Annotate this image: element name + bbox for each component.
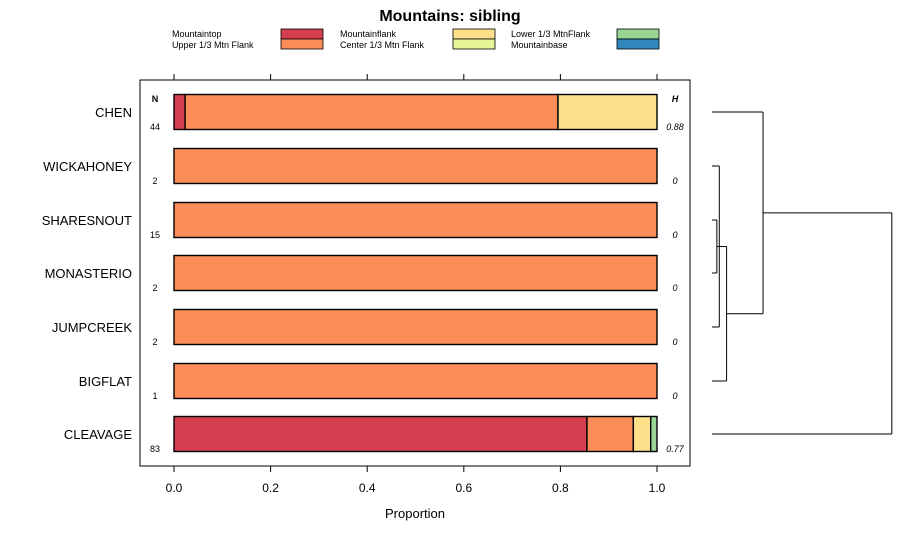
legend-swatch	[452, 38, 496, 50]
h-value: 0	[672, 230, 677, 240]
bars-group	[173, 93, 658, 453]
legend-swatch	[616, 28, 660, 40]
chart-title: Mountains: sibling	[379, 8, 520, 25]
n-value: 2	[152, 176, 157, 186]
x-axis: 0.0 0.2 0.4 0.6 0.8 1.0	[166, 74, 666, 495]
bar-segment	[173, 362, 658, 400]
legend-swatch	[452, 28, 496, 40]
row-label: CHEN	[95, 105, 132, 120]
h-value: 0	[672, 391, 677, 401]
dendrogram	[712, 111, 893, 435]
n-value: 2	[152, 337, 157, 347]
legend-swatch	[616, 38, 660, 50]
x-tick-label: 0.6	[455, 481, 472, 495]
bar-segment	[173, 254, 658, 292]
bar-segment	[557, 93, 658, 131]
x-tick-label: 1.0	[649, 481, 666, 495]
x-tick-label: 0.4	[359, 481, 376, 495]
x-tick-label: 0.0	[166, 481, 183, 495]
bar-segment	[586, 415, 635, 453]
row-labels-group: CHEN 44 0.88 WICKAHONEY 2 0 SHARESNOUT 15 0 MONAS…	[42, 105, 685, 454]
legend-swatch	[280, 28, 324, 40]
bar-segment	[173, 147, 658, 185]
bar-segment	[173, 308, 658, 346]
legend-swatch	[280, 38, 324, 50]
n-column-header: N	[152, 94, 159, 104]
bar-segment	[173, 415, 588, 453]
row-label: JUMPCREEK	[52, 320, 133, 335]
x-axis-label: Proportion	[385, 506, 445, 521]
legend-label: Mountainflank	[340, 29, 397, 39]
n-value: 83	[150, 444, 160, 454]
h-value: 0.77	[666, 444, 685, 454]
row-label: CLEAVAGE	[64, 427, 132, 442]
bar-segment	[173, 201, 658, 239]
legend-label: Mountainbase	[511, 40, 568, 50]
bar-segment	[632, 415, 652, 453]
legend-label: Lower 1/3 MtnFlank	[511, 29, 591, 39]
bar-segment	[173, 93, 186, 131]
row-label: WICKAHONEY	[43, 159, 132, 174]
n-value: 2	[152, 283, 157, 293]
bar-segment	[184, 93, 559, 131]
h-column-header: H	[672, 94, 679, 104]
n-value: 1	[152, 391, 157, 401]
x-tick-label: 0.8	[552, 481, 569, 495]
n-value: 44	[150, 122, 160, 132]
row-label: MONASTERIO	[45, 266, 132, 281]
x-tick-label: 0.2	[262, 481, 279, 495]
n-value: 15	[150, 230, 160, 240]
h-value: 0	[672, 176, 677, 186]
row-label: SHARESNOUT	[42, 213, 132, 228]
bar-segment	[650, 415, 658, 453]
h-value: 0.88	[666, 122, 684, 132]
h-value: 0	[672, 283, 677, 293]
legend-label: Mountaintop	[172, 29, 222, 39]
row-label: BIGFLAT	[79, 374, 132, 389]
plot-frame	[139, 79, 691, 467]
h-value: 0	[672, 337, 677, 347]
legend-label: Center 1/3 Mtn Flank	[340, 40, 425, 50]
legend-label: Upper 1/3 Mtn Flank	[172, 40, 254, 50]
